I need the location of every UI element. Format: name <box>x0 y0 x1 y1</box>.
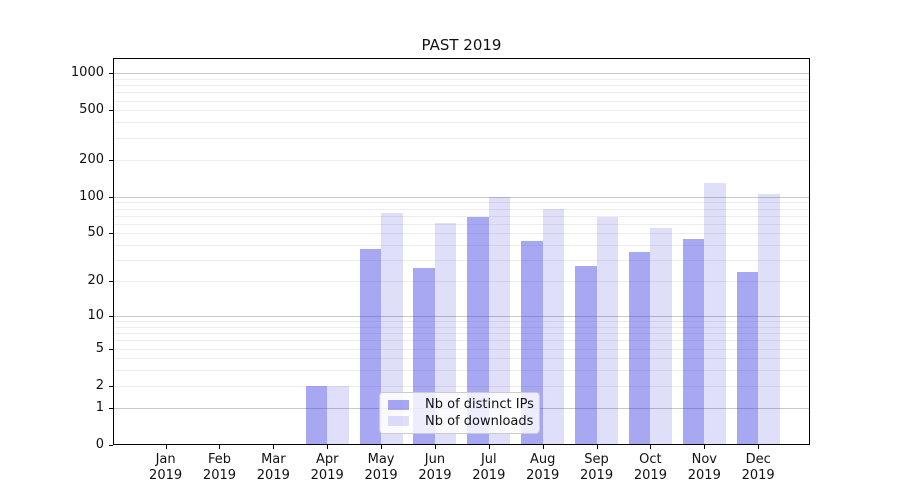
bar-downloads-nov <box>704 183 726 445</box>
y-tick-mark-50 <box>109 233 113 235</box>
gridline-minor-600 <box>114 100 809 102</box>
x-tick-mark-mar <box>273 445 275 449</box>
x-tick-label-jun: Jun 2019 <box>418 452 452 483</box>
x-tick-label-mar: Mar 2019 <box>256 452 290 483</box>
x-tick-mark-jan <box>165 445 167 449</box>
gridline-minor-800 <box>114 85 809 87</box>
gridline-minor-40 <box>114 245 809 247</box>
gridline-major-100 <box>114 196 809 198</box>
x-tick-label-may: May 2019 <box>364 452 398 483</box>
x-tick-mark-feb <box>219 445 221 449</box>
y-tick-mark-2 <box>109 385 113 387</box>
x-tick-label-aug: Aug 2019 <box>526 452 560 483</box>
gridline-minor-9 <box>114 321 809 323</box>
y-tick-mark-500 <box>109 110 113 112</box>
x-tick-mark-aug <box>542 445 544 449</box>
gridline-minor-3 <box>114 370 809 372</box>
legend-swatch-downloads-icon <box>388 416 409 427</box>
gridline-major-1000 <box>114 73 809 75</box>
gridline-minor-60 <box>114 223 809 225</box>
bar-distinct-ips-jul <box>467 217 489 445</box>
y-tick-label-5: 5 <box>95 340 104 356</box>
y-tick-label-200: 200 <box>79 151 104 167</box>
x-tick-label-dec: Dec 2019 <box>741 452 775 483</box>
y-tick-label-10: 10 <box>87 307 104 323</box>
gridline-minor-4 <box>114 358 809 360</box>
bar-distinct-ips-oct <box>628 252 651 445</box>
y-tick-label-100: 100 <box>79 188 104 204</box>
gridline-minor-500 <box>114 110 809 112</box>
y-tick-mark-0 <box>109 445 113 446</box>
gridline-minor-700 <box>114 92 809 94</box>
y-tick-mark-200 <box>109 159 113 161</box>
legend-item-distinct-ips: Nb of distinct IPs <box>388 397 534 413</box>
x-tick-mark-jun <box>434 445 436 449</box>
gridline-minor-300 <box>114 137 809 139</box>
bar-downloads-sep <box>596 217 619 445</box>
gridline-minor-50 <box>114 233 809 235</box>
y-tick-label-1: 1 <box>95 399 104 415</box>
x-tick-mark-oct <box>650 445 652 449</box>
y-tick-label-500: 500 <box>79 102 104 118</box>
gridline-minor-400 <box>114 122 809 124</box>
bar-distinct-ips-dec <box>736 271 759 445</box>
x-tick-mark-may <box>381 445 383 449</box>
gridline-minor-70 <box>114 215 809 217</box>
bar-distinct-ips-apr <box>305 385 328 445</box>
y-tick-label-0: 0 <box>95 437 104 452</box>
gridline-minor-90 <box>114 202 809 204</box>
y-tick-label-20: 20 <box>87 273 104 289</box>
y-tick-label-50: 50 <box>87 225 104 241</box>
x-tick-label-oct: Oct 2019 <box>633 452 667 483</box>
x-tick-label-apr: Apr 2019 <box>310 452 344 483</box>
gridline-minor-5 <box>114 348 809 350</box>
bar-downloads-dec <box>758 194 780 445</box>
gridline-minor-80 <box>114 208 809 210</box>
y-tick-mark-10 <box>109 315 113 317</box>
x-tick-label-feb: Feb 2019 <box>202 452 237 483</box>
y-tick-mark-1 <box>109 407 113 409</box>
y-tick-mark-5 <box>109 348 113 350</box>
y-tick-mark-1000 <box>109 73 113 75</box>
gridline-minor-7 <box>114 333 809 335</box>
x-tick-label-jan: Jan 2019 <box>149 452 183 483</box>
x-tick-label-jul: Jul 2019 <box>472 452 506 483</box>
gridline-minor-2 <box>114 385 809 387</box>
gridline-minor-6 <box>114 340 809 342</box>
x-tick-mark-nov <box>704 445 706 449</box>
legend-label-distinct-ips: Nb of distinct IPs <box>425 397 534 413</box>
legend-swatch-distinct-ips-icon <box>388 399 409 410</box>
bar-downloads-jul <box>488 196 511 445</box>
y-tick-mark-100 <box>109 196 113 198</box>
x-tick-mark-dec <box>758 445 760 449</box>
plot-area <box>113 58 810 445</box>
y-tick-label-2: 2 <box>95 377 104 393</box>
bar-downloads-may <box>381 212 403 445</box>
x-tick-label-nov: Nov 2019 <box>687 452 721 483</box>
bar-distinct-ips-sep <box>575 265 597 445</box>
bar-downloads-jun <box>434 222 457 445</box>
legend-item-downloads: Nb of downloads <box>388 413 534 429</box>
bar-distinct-ips-may <box>359 249 382 445</box>
gridline-major-10 <box>114 315 809 317</box>
gridline-minor-8 <box>114 326 809 328</box>
x-tick-label-sep: Sep 2019 <box>580 452 614 483</box>
bar-downloads-apr <box>327 385 349 445</box>
legend-label-downloads: Nb of downloads <box>425 413 534 429</box>
y-tick-label-1000: 1000 <box>70 65 104 81</box>
gridline-minor-30 <box>114 260 809 262</box>
bar-downloads-aug <box>542 209 565 445</box>
y-tick-mark-20 <box>109 281 113 283</box>
legend: Nb of distinct IPs Nb of downloads <box>379 392 540 434</box>
x-tick-mark-sep <box>596 445 598 449</box>
gridline-minor-200 <box>114 159 809 161</box>
gridline-minor-900 <box>114 78 809 80</box>
gridline-minor-20 <box>114 281 809 283</box>
bar-downloads-oct <box>650 228 672 445</box>
bar-distinct-ips-nov <box>682 238 705 445</box>
chart-title: PAST 2019 <box>421 36 502 54</box>
x-tick-mark-jul <box>488 445 490 449</box>
x-tick-mark-apr <box>327 445 329 449</box>
